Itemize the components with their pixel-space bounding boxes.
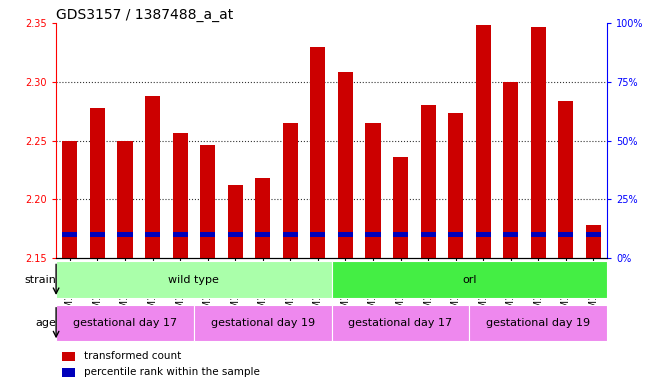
Bar: [90, 232, 105, 237]
Bar: [586, 232, 601, 237]
Bar: [332, 305, 469, 341]
Bar: [200, 232, 215, 237]
Bar: [62, 141, 77, 258]
Bar: [476, 25, 491, 258]
Bar: [282, 123, 298, 258]
Bar: [228, 185, 243, 258]
Bar: [117, 232, 133, 237]
Text: GDS3157 / 1387488_a_at: GDS3157 / 1387488_a_at: [56, 8, 234, 22]
Text: gestational day 17: gestational day 17: [348, 318, 453, 328]
Text: strain: strain: [25, 275, 57, 285]
Bar: [448, 114, 463, 258]
Bar: [531, 26, 546, 258]
Bar: [310, 46, 325, 258]
Bar: [338, 232, 353, 237]
Bar: [145, 232, 160, 237]
Bar: [420, 232, 436, 237]
Bar: [61, 352, 75, 361]
Bar: [420, 105, 436, 258]
Bar: [531, 232, 546, 237]
Text: transformed count: transformed count: [84, 351, 181, 361]
Bar: [228, 232, 243, 237]
Bar: [90, 108, 105, 258]
Bar: [172, 134, 187, 258]
Bar: [145, 96, 160, 258]
Text: wild type: wild type: [168, 275, 219, 285]
Bar: [56, 305, 194, 341]
Text: percentile rank within the sample: percentile rank within the sample: [84, 367, 259, 377]
Bar: [503, 82, 518, 258]
Bar: [558, 101, 574, 258]
Bar: [586, 225, 601, 258]
Bar: [194, 305, 331, 341]
Bar: [255, 178, 271, 258]
Bar: [62, 232, 77, 237]
Bar: [476, 232, 491, 237]
Bar: [393, 232, 408, 237]
Bar: [310, 232, 325, 237]
Bar: [332, 262, 607, 298]
Bar: [117, 141, 133, 258]
Bar: [56, 262, 331, 298]
Bar: [255, 232, 271, 237]
Bar: [393, 157, 408, 258]
Text: gestational day 19: gestational day 19: [486, 318, 591, 328]
Bar: [172, 232, 187, 237]
Bar: [282, 232, 298, 237]
Bar: [558, 232, 574, 237]
Bar: [338, 72, 353, 258]
Bar: [366, 232, 381, 237]
Bar: [448, 232, 463, 237]
Bar: [366, 123, 381, 258]
Bar: [61, 368, 75, 377]
Text: orl: orl: [462, 275, 477, 285]
Bar: [503, 232, 518, 237]
Text: age: age: [36, 318, 57, 328]
Text: gestational day 17: gestational day 17: [73, 318, 177, 328]
Bar: [469, 305, 607, 341]
Text: gestational day 19: gestational day 19: [211, 318, 315, 328]
Bar: [200, 145, 215, 258]
